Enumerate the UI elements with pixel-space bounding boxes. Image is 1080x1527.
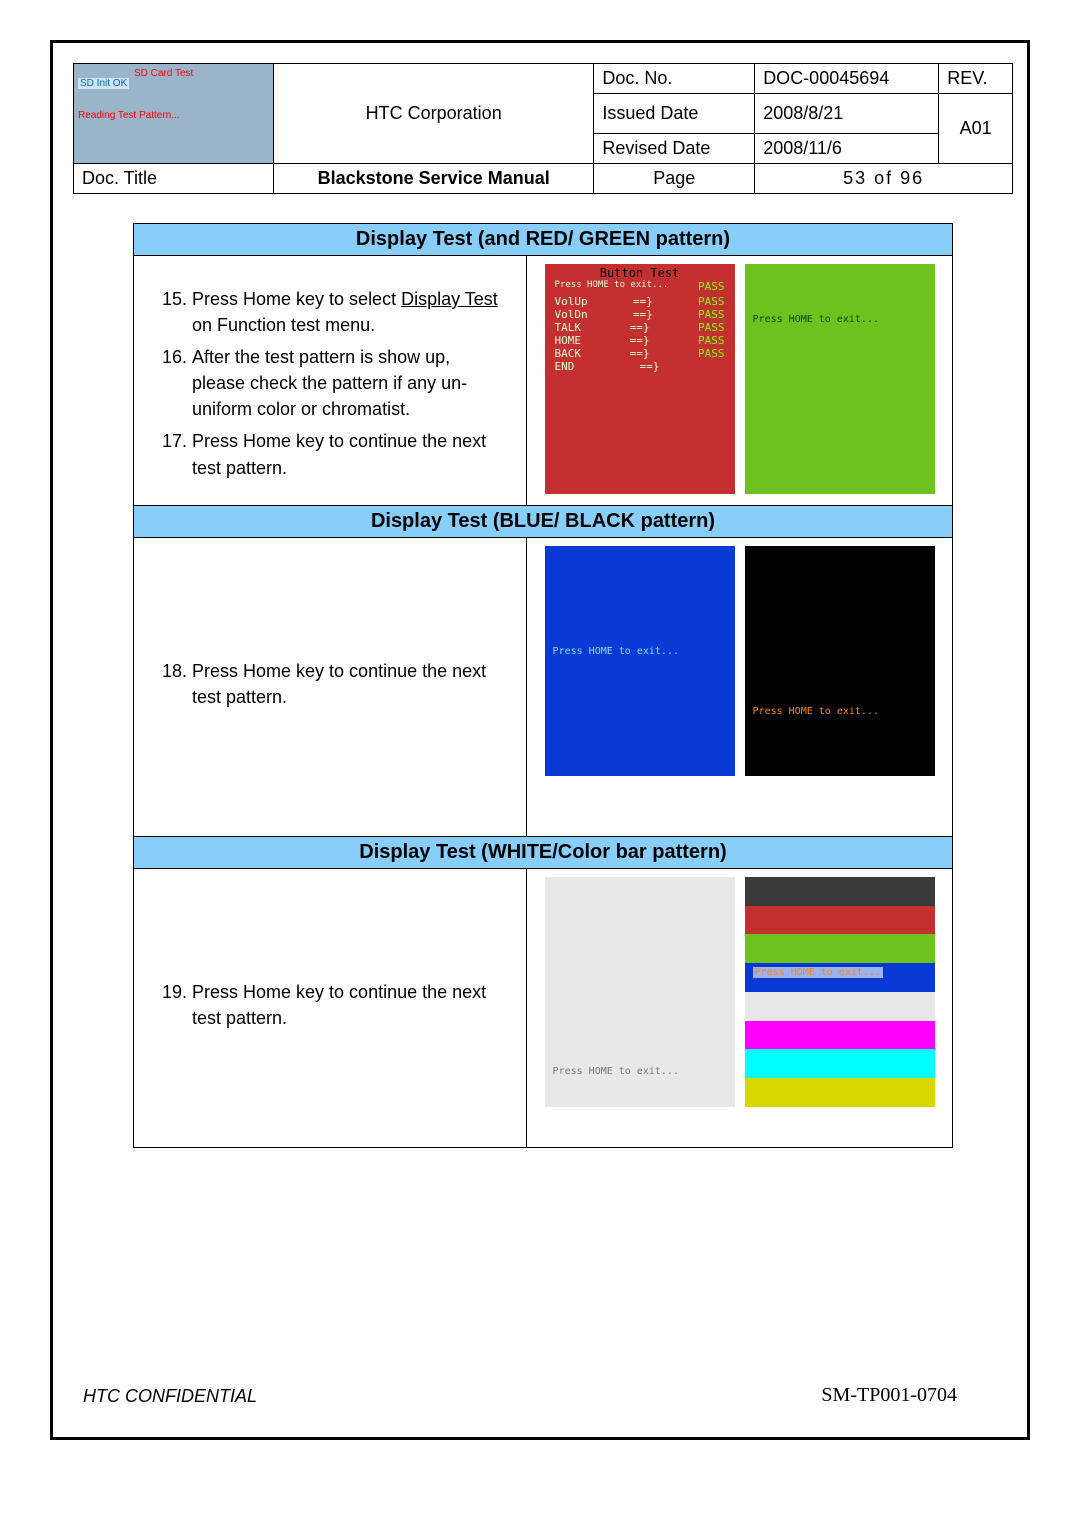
green-exit: Press HOME to exit... [753,314,879,325]
footer-form-no: SM-TP001-0704 [821,1384,957,1407]
issued-date-value: 2008/8/21 [755,94,939,134]
screenshot-color-bars: Press HOME to exit... [745,877,935,1107]
section2-header: Display Test (BLUE/ BLACK pattern) [134,505,953,537]
screenshot-blue: Press HOME to exit... [545,546,735,776]
header-table: SD Card Test SD Init OK Reading Test Pat… [73,63,1013,194]
doc-no-value: DOC-00045694 [755,64,939,94]
screenshot-white: Press HOME to exit... [545,877,735,1107]
step15-link: Display Test [401,289,498,309]
section3-images: Press HOME to exit... Press HOME to exit… [527,868,953,1147]
button-test-rows: VolUp==}PASS VolDn==}PASS TALK==}PASS HO… [545,295,735,373]
bar-1 [745,906,935,935]
page-frame: SD Card Test SD Init OK Reading Test Pat… [50,40,1030,1440]
screenshot-green: Press HOME to exit... [745,264,935,494]
rev-value: A01 [939,94,1013,164]
section1-images: Button Test Press HOME to exit... PASS Vo… [527,256,953,506]
sd-card-test-text: SD Card Test [134,68,193,79]
bars-exit: Press HOME to exit... [753,967,883,978]
section3-text: Press Home key to continue the next test… [134,868,527,1147]
section1-header: Display Test (and RED/ GREEN pattern) [134,224,953,256]
section2-text: Press Home key to continue the next test… [134,537,527,836]
page-label: Page [594,164,755,194]
sd-init-text: SD Init OK [78,78,129,89]
step-15: Press Home key to select Display Test on… [192,286,508,338]
footer-confidential: HTC CONFIDENTIAL [83,1386,257,1407]
reading-pattern-text: Reading Test Pattern... [78,110,180,121]
button-test-title: Button Test [545,264,735,280]
section3-header: Display Test (WHITE/Color bar pattern) [134,836,953,868]
bt-top-pass: PASS [698,280,725,293]
logo-cell: SD Card Test SD Init OK Reading Test Pat… [74,64,274,164]
bar-4 [745,992,935,1021]
doc-title-label: Doc. Title [74,164,274,194]
bar-7 [745,1078,935,1107]
white-exit: Press HOME to exit... [553,1066,679,1077]
step-16: After the test pattern is show up, pleas… [192,344,508,422]
screenshot-black: Press HOME to exit... [745,546,935,776]
revised-date-label: Revised Date [594,134,755,164]
bt-exit: Press HOME to exit... [555,280,669,293]
step-18: Press Home key to continue the next test… [192,658,508,710]
step15-a: Press Home key to select [192,289,401,309]
corporation-name: HTC Corporation [274,64,594,164]
bar-5 [745,1021,935,1050]
screenshot-button-test-red: Button Test Press HOME to exit... PASS Vo… [545,264,735,494]
page-value: 53 of 96 [755,164,1013,194]
doc-no-label: Doc. No. [594,64,755,94]
step-17: Press Home key to continue the next test… [192,428,508,480]
issued-date-label: Issued Date [594,94,755,134]
revised-date-value: 2008/11/6 [755,134,939,164]
section2-images: Press HOME to exit... Press HOME to exit… [527,537,953,836]
content-table: Display Test (and RED/ GREEN pattern) Pr… [133,223,953,1148]
bar-2 [745,934,935,963]
step15-b: on Function test menu. [192,315,375,335]
blue-exit: Press HOME to exit... [553,646,679,657]
bar-0 [745,877,935,906]
doc-title-value: Blackstone Service Manual [274,164,594,194]
section1-text: Press Home key to select Display Test on… [134,256,527,506]
bar-6 [745,1049,935,1078]
rev-label: REV. [939,64,1013,94]
black-exit: Press HOME to exit... [753,706,879,717]
step-19: Press Home key to continue the next test… [192,979,508,1031]
